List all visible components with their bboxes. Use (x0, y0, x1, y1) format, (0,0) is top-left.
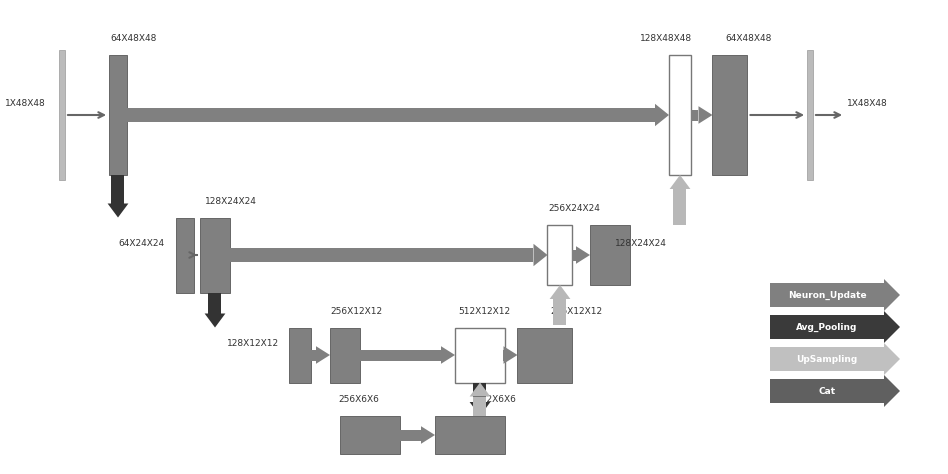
Polygon shape (534, 244, 548, 266)
Text: 64X48X48: 64X48X48 (725, 34, 772, 43)
Text: 256X12X12: 256X12X12 (330, 307, 382, 316)
Bar (330, 328, 360, 383)
Text: Cat: Cat (818, 386, 835, 395)
Bar (590, 225, 630, 285)
Polygon shape (205, 313, 226, 328)
Text: 256X24X24: 256X24X24 (548, 204, 600, 213)
Bar (673, 189, 686, 225)
Polygon shape (884, 311, 900, 343)
Bar (59, 50, 65, 180)
Text: 1X48X48: 1X48X48 (847, 99, 887, 108)
Bar (669, 55, 691, 175)
Text: 128X24X24: 128X24X24 (205, 197, 257, 206)
Polygon shape (576, 246, 590, 264)
Bar (209, 292, 222, 313)
Text: 128X12X12: 128X12X12 (227, 339, 279, 348)
Polygon shape (669, 175, 690, 189)
Text: 1X48X48: 1X48X48 (5, 99, 46, 108)
Polygon shape (884, 343, 900, 375)
Text: 512X6X6: 512X6X6 (475, 395, 516, 404)
Text: 128X24X24: 128X24X24 (615, 239, 666, 248)
Bar (473, 383, 486, 402)
Text: 64X48X48: 64X48X48 (110, 34, 156, 43)
Text: 512X12X12: 512X12X12 (458, 307, 510, 316)
Bar (691, 109, 699, 120)
Bar (340, 416, 400, 454)
Text: UpSampling: UpSampling (796, 355, 858, 364)
Bar (518, 328, 573, 383)
Bar (360, 349, 441, 361)
Bar (770, 379, 884, 403)
Polygon shape (550, 285, 571, 299)
Text: Neuron_Update: Neuron_Update (788, 291, 866, 300)
Polygon shape (503, 346, 518, 364)
Bar (573, 249, 576, 261)
Polygon shape (884, 279, 900, 311)
Bar (770, 347, 884, 371)
Bar (807, 50, 813, 180)
Bar (127, 108, 655, 122)
Bar (176, 218, 194, 292)
Bar (112, 175, 124, 203)
Bar (400, 429, 421, 440)
Bar (473, 396, 486, 416)
Bar (200, 218, 230, 292)
Polygon shape (699, 106, 713, 124)
Bar (770, 283, 884, 307)
Bar (770, 315, 884, 339)
Bar (230, 248, 534, 262)
Text: 256X12X12: 256X12X12 (550, 307, 602, 316)
Bar (311, 349, 316, 361)
Text: 256X6X6: 256X6X6 (338, 395, 379, 404)
Polygon shape (421, 426, 435, 444)
Bar (109, 55, 127, 175)
Bar (503, 349, 505, 361)
Bar (455, 328, 505, 383)
Polygon shape (655, 104, 669, 126)
Text: 64X24X24: 64X24X24 (118, 239, 164, 248)
Text: Avg_Pooling: Avg_Pooling (796, 322, 858, 332)
Bar (548, 225, 573, 285)
Bar (289, 328, 311, 383)
Bar (713, 55, 748, 175)
Polygon shape (469, 383, 490, 396)
Polygon shape (108, 203, 128, 218)
Polygon shape (316, 346, 330, 364)
Polygon shape (884, 375, 900, 407)
Bar (554, 299, 567, 325)
Polygon shape (469, 402, 490, 416)
Polygon shape (441, 346, 455, 364)
Text: 128X48X48: 128X48X48 (640, 34, 692, 43)
Bar (435, 416, 505, 454)
